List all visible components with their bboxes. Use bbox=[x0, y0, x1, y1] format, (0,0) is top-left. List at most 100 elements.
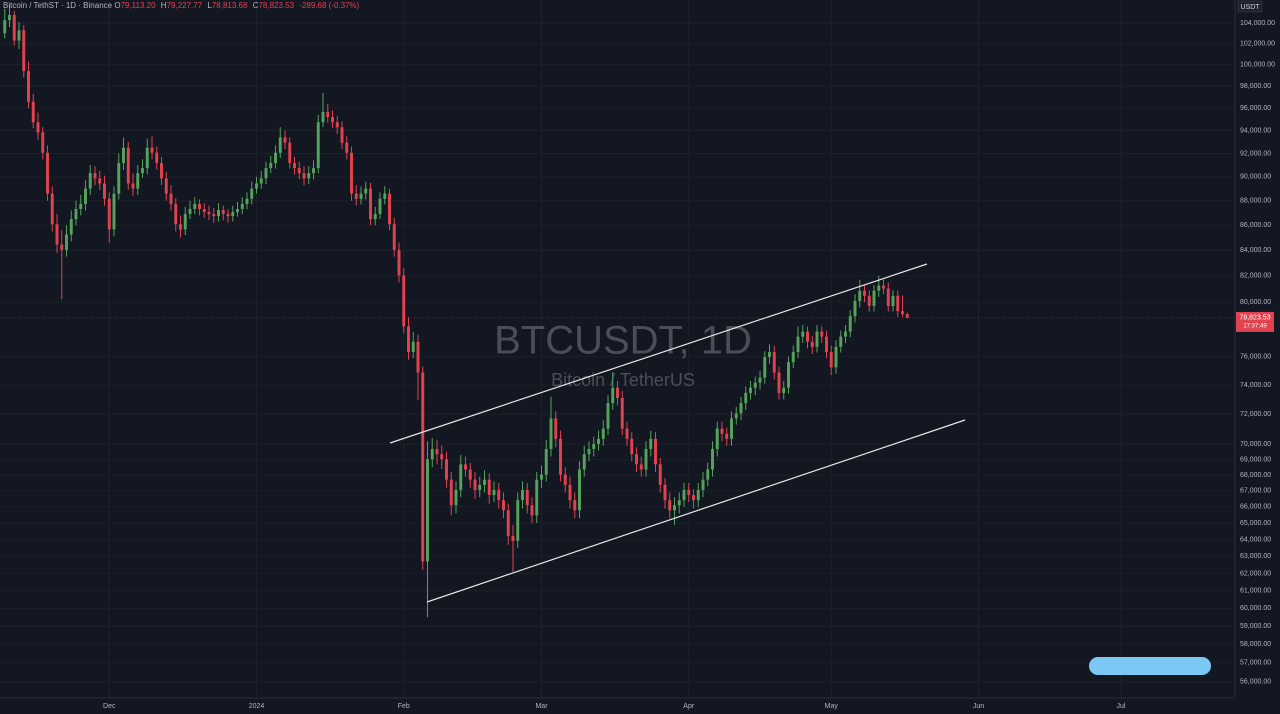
candle-body bbox=[88, 173, 92, 189]
x-tick-label: Jun bbox=[973, 703, 984, 710]
candle-body bbox=[863, 290, 866, 296]
candle-body bbox=[430, 448, 434, 460]
candle-body bbox=[620, 398, 624, 429]
candle-body bbox=[449, 479, 453, 506]
candle-body bbox=[506, 510, 510, 536]
candle-body bbox=[364, 188, 368, 194]
candle-body bbox=[616, 387, 619, 399]
candle-body bbox=[673, 505, 676, 511]
candle-body bbox=[316, 122, 320, 169]
candle-body bbox=[787, 362, 790, 388]
candle-body bbox=[468, 469, 472, 480]
price-axis bbox=[1235, 0, 1280, 714]
x-tick-label: Apr bbox=[683, 703, 695, 710]
candle-body bbox=[459, 464, 463, 490]
candle-body bbox=[625, 428, 629, 439]
candle-body bbox=[801, 331, 805, 337]
candle-body bbox=[544, 448, 548, 475]
candle-body bbox=[730, 418, 733, 439]
candle-body bbox=[853, 300, 857, 317]
candle-body bbox=[815, 331, 819, 347]
candle-body bbox=[825, 336, 828, 353]
candle-body bbox=[829, 352, 833, 368]
unit-box[interactable] bbox=[1237, 0, 1263, 13]
candle-body bbox=[188, 209, 192, 215]
candle-body bbox=[630, 438, 634, 455]
candle-body bbox=[839, 336, 843, 347]
candle-body bbox=[255, 183, 258, 189]
candle-body bbox=[65, 234, 68, 250]
candle-body bbox=[198, 203, 201, 210]
candle-body bbox=[312, 168, 315, 174]
candle-body bbox=[103, 183, 106, 199]
candle-body bbox=[530, 505, 534, 516]
y-tick-label: 100,000.00 bbox=[1240, 62, 1275, 69]
y-tick-label: 61,000.00 bbox=[1240, 588, 1271, 595]
ohlc-value: 78,823.53 bbox=[258, 1, 295, 10]
candle-body bbox=[150, 147, 154, 153]
candle-body bbox=[212, 214, 216, 217]
change: -289.68 (-0.37%) bbox=[299, 1, 360, 10]
candle-body bbox=[492, 489, 496, 496]
candle-body bbox=[145, 147, 149, 169]
ohlc-key: C bbox=[252, 1, 259, 10]
candle-body bbox=[55, 224, 59, 245]
candles bbox=[3, 4, 909, 618]
candle-body bbox=[50, 193, 54, 225]
candle-body bbox=[12, 15, 16, 41]
candle-body bbox=[848, 316, 852, 332]
candle-body bbox=[421, 372, 425, 562]
candle-body bbox=[207, 212, 211, 215]
candle-body bbox=[502, 500, 505, 511]
candle-body bbox=[84, 188, 87, 204]
candle-body bbox=[711, 448, 714, 470]
ohlc-key: O bbox=[114, 1, 121, 10]
channel-lower bbox=[426, 419, 966, 603]
candle-body bbox=[777, 372, 781, 393]
candle-body bbox=[93, 173, 97, 179]
y-tick-label: 58,000.00 bbox=[1240, 641, 1271, 648]
candle-body bbox=[483, 479, 486, 485]
y-tick-label: 72,000.00 bbox=[1240, 411, 1271, 418]
candle-body bbox=[877, 285, 881, 291]
candle-body bbox=[549, 418, 553, 449]
candle-body bbox=[772, 352, 776, 373]
candle-body bbox=[810, 341, 814, 347]
candle-body bbox=[27, 71, 30, 102]
candle-body bbox=[354, 193, 358, 199]
candle-body bbox=[79, 203, 83, 210]
candle-body bbox=[535, 479, 539, 516]
price-tag bbox=[1236, 311, 1274, 332]
candle-body bbox=[340, 127, 344, 143]
candle-body bbox=[654, 438, 657, 465]
candle-body bbox=[3, 20, 7, 34]
x-tick-label: May bbox=[825, 703, 839, 710]
candle-body bbox=[155, 152, 159, 163]
candle-body bbox=[559, 438, 562, 475]
candle-body bbox=[17, 30, 21, 41]
y-tick-label: 84,000.00 bbox=[1240, 247, 1271, 254]
candle-body bbox=[834, 346, 838, 368]
candle-body bbox=[426, 459, 429, 562]
candle-body bbox=[117, 162, 121, 194]
candle-body bbox=[107, 198, 111, 230]
candle-body bbox=[758, 377, 762, 383]
candle-body bbox=[69, 219, 73, 235]
candle-body bbox=[734, 413, 738, 419]
redaction bbox=[1089, 657, 1211, 675]
candle-body bbox=[720, 428, 724, 434]
candle-body bbox=[221, 209, 225, 215]
candle-body bbox=[112, 193, 116, 230]
ohlc-key: H bbox=[160, 1, 167, 10]
candle-body bbox=[231, 212, 235, 217]
candle-body bbox=[696, 489, 700, 501]
candle-body bbox=[41, 132, 45, 153]
candle-body bbox=[8, 15, 11, 21]
candle-body bbox=[820, 331, 824, 337]
candle-body bbox=[597, 438, 600, 444]
y-tick-label: 69,000.00 bbox=[1240, 456, 1271, 463]
candle-body bbox=[668, 500, 672, 511]
watermark-subtitle: Bitcoin / TetherUS bbox=[551, 370, 695, 390]
y-tick-label: 60,000.00 bbox=[1240, 605, 1271, 612]
candle-body bbox=[635, 454, 638, 465]
